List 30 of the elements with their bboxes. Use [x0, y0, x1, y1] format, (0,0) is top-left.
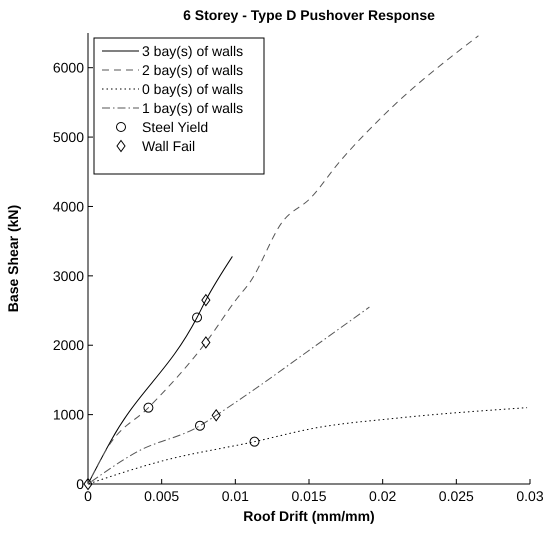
point — [249, 436, 260, 447]
legend-label: 0 bay(s) of walls — [142, 81, 244, 97]
y-tick-label: 1000 — [52, 406, 84, 423]
legend-label: 1 bay(s) of walls — [142, 100, 244, 116]
point — [143, 402, 154, 413]
x-tick-label: 0.005 — [144, 488, 180, 504]
y-tick-label: 3000 — [52, 268, 84, 284]
x-tick-label: 0.02 — [369, 488, 397, 504]
legend-label: Wall Fail — [142, 138, 196, 154]
x-axis-title: Roof Drift (mm/mm) — [243, 508, 375, 524]
point — [194, 420, 205, 431]
chart-title: 6 Storey - Type D Pushover Response — [183, 7, 436, 23]
x-tick-label: 0.015 — [291, 488, 327, 504]
point — [201, 336, 210, 348]
y-tick-label: 0 — [76, 476, 84, 492]
legend-label: 3 bay(s) of walls — [142, 43, 244, 59]
x-tick-label: 0.01 — [222, 488, 250, 504]
y-tick-label: 4000 — [52, 198, 84, 214]
point — [192, 312, 202, 322]
point — [212, 409, 221, 422]
x-tick-label: 0.03 — [516, 488, 544, 504]
y-axis-title: Base Shear (kN) — [5, 204, 21, 312]
point — [84, 478, 92, 490]
y-tick-label: 5000 — [52, 129, 84, 146]
x-tick-label: 0.025 — [438, 488, 474, 504]
legend-label: 2 bay(s) of walls — [142, 62, 244, 78]
y-tick-label: 2000 — [52, 337, 84, 354]
legend-label: Steel Yield — [142, 119, 208, 135]
point — [201, 294, 210, 306]
y-tick-label: 6000 — [52, 60, 84, 76]
